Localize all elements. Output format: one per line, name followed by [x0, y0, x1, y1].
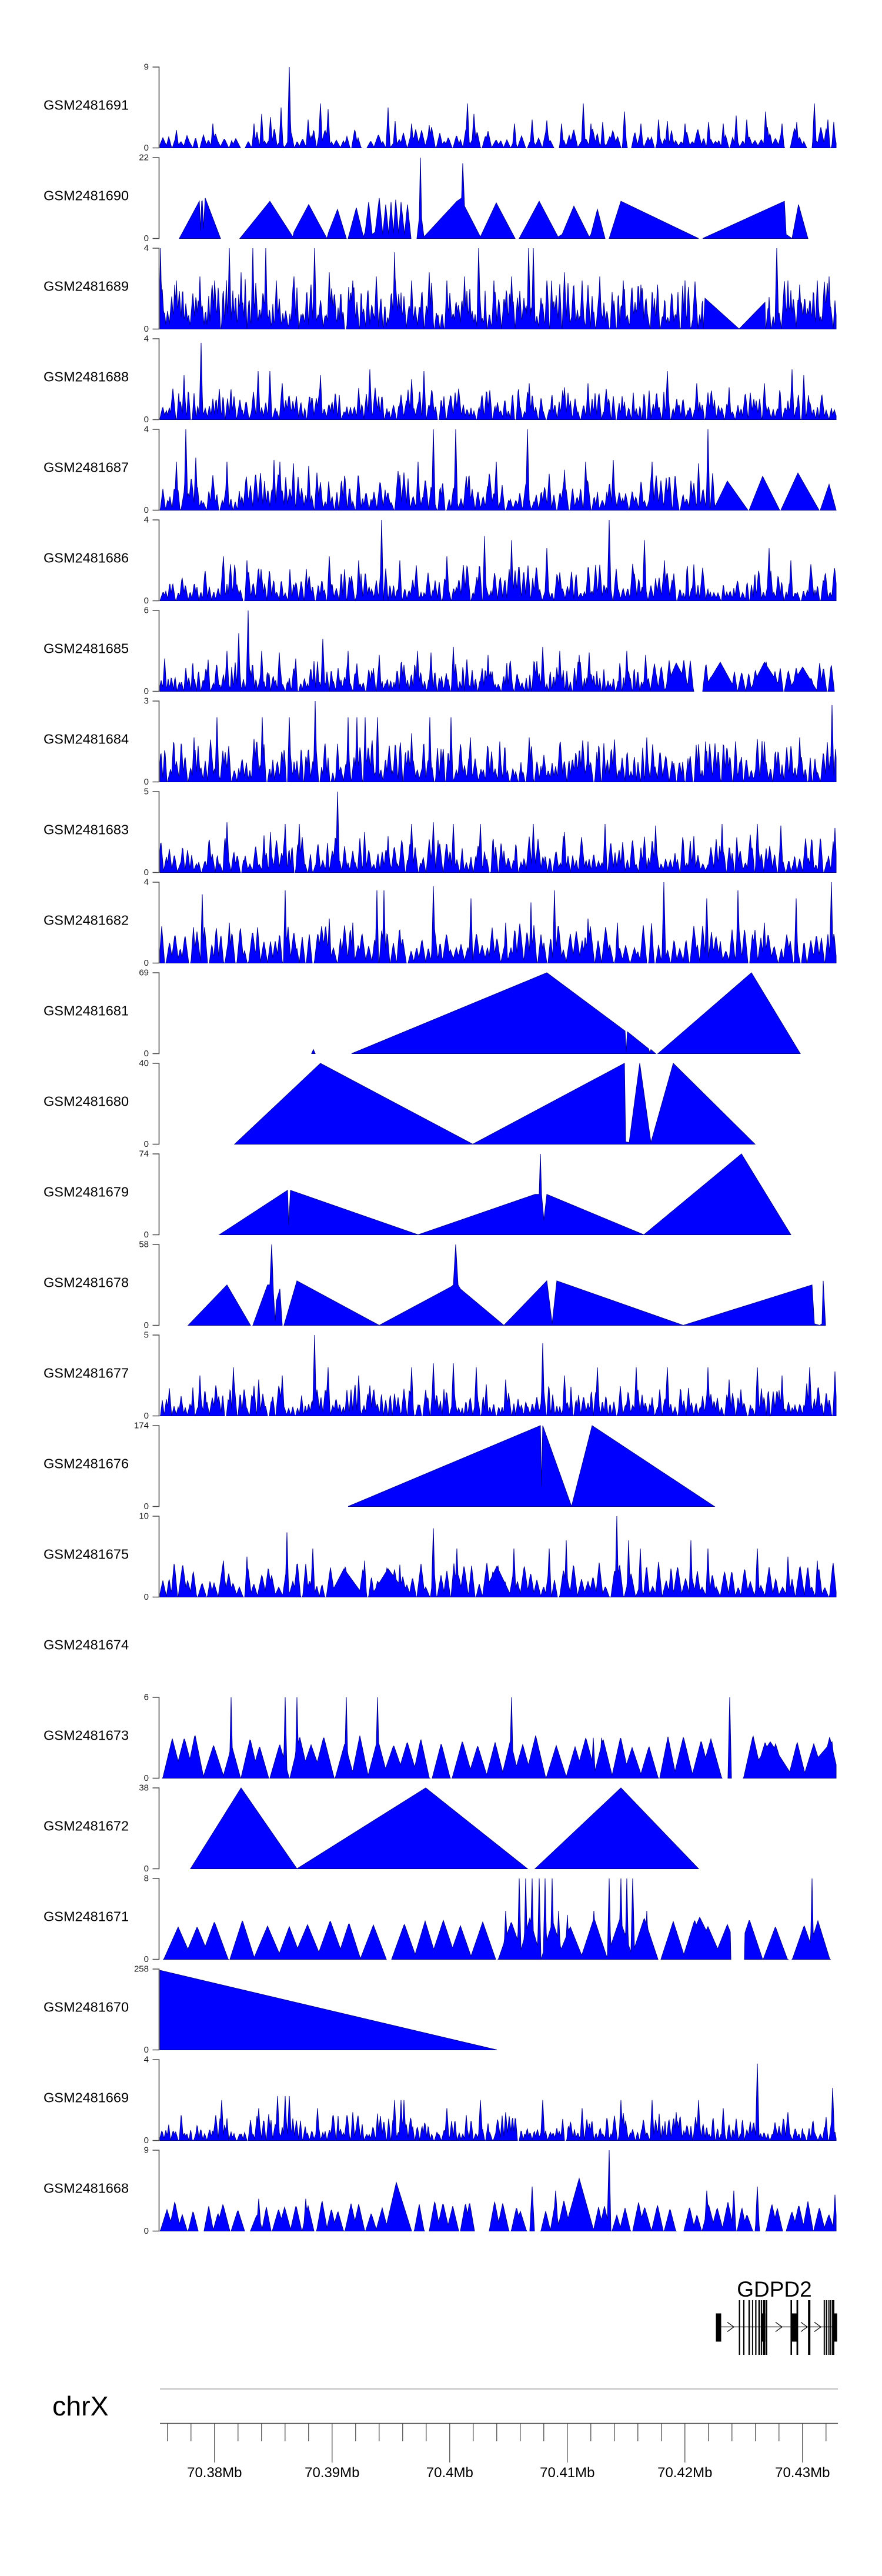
svg-text:GSM2481679: GSM2481679: [44, 1184, 129, 1200]
svg-text:69: 69: [139, 968, 149, 978]
svg-text:0: 0: [144, 2135, 149, 2145]
svg-text:GSM2481668: GSM2481668: [44, 2181, 129, 2196]
svg-text:0: 0: [144, 415, 149, 425]
svg-text:4: 4: [144, 425, 149, 435]
svg-text:GDPD2: GDPD2: [737, 2277, 811, 2301]
svg-text:GSM2481676: GSM2481676: [44, 1456, 129, 1471]
svg-text:70.42Mb: 70.42Mb: [657, 2465, 712, 2481]
svg-text:38: 38: [139, 1783, 149, 1793]
svg-text:0: 0: [144, 1320, 149, 1330]
svg-text:0: 0: [144, 324, 149, 334]
svg-text:258: 258: [134, 1964, 149, 1974]
svg-text:174: 174: [134, 1421, 149, 1431]
svg-text:0: 0: [144, 143, 149, 153]
svg-text:0: 0: [144, 1411, 149, 1421]
svg-text:GSM2481685: GSM2481685: [44, 641, 129, 656]
svg-text:GSM2481687: GSM2481687: [44, 460, 129, 475]
svg-text:GSM2481683: GSM2481683: [44, 822, 129, 837]
svg-text:70.38Mb: 70.38Mb: [187, 2465, 242, 2481]
svg-text:0: 0: [144, 1592, 149, 1602]
svg-text:GSM2481688: GSM2481688: [44, 369, 129, 385]
svg-text:9: 9: [144, 62, 149, 72]
svg-text:GSM2481690: GSM2481690: [44, 188, 129, 203]
svg-text:GSM2481670: GSM2481670: [44, 2000, 129, 2015]
svg-text:40: 40: [139, 1059, 149, 1069]
svg-text:GSM2481681: GSM2481681: [44, 1003, 129, 1019]
svg-text:0: 0: [144, 1230, 149, 1240]
svg-text:0: 0: [144, 867, 149, 877]
svg-text:22: 22: [139, 153, 149, 163]
svg-text:4: 4: [144, 2055, 149, 2065]
svg-text:0: 0: [144, 1501, 149, 1511]
svg-text:4: 4: [144, 515, 149, 525]
svg-text:6: 6: [144, 606, 149, 616]
svg-text:70.41Mb: 70.41Mb: [540, 2465, 594, 2481]
svg-text:GSM2481682: GSM2481682: [44, 913, 129, 928]
svg-text:0: 0: [144, 1773, 149, 1783]
svg-text:3: 3: [144, 696, 149, 706]
svg-text:70.43Mb: 70.43Mb: [775, 2465, 830, 2481]
svg-text:4: 4: [144, 334, 149, 344]
svg-text:GSM2481686: GSM2481686: [44, 550, 129, 566]
svg-text:70.4Mb: 70.4Mb: [426, 2465, 473, 2481]
svg-text:GSM2481677: GSM2481677: [44, 1366, 129, 1381]
svg-text:GSM2481680: GSM2481680: [44, 1094, 129, 1109]
svg-text:GSM2481669: GSM2481669: [44, 2090, 129, 2105]
svg-text:58: 58: [139, 1240, 149, 1250]
svg-text:0: 0: [144, 596, 149, 606]
svg-text:0: 0: [144, 686, 149, 696]
svg-text:4: 4: [144, 877, 149, 887]
svg-text:GSM2481672: GSM2481672: [44, 1818, 129, 1834]
svg-text:0: 0: [144, 1049, 149, 1059]
svg-text:0: 0: [144, 777, 149, 787]
svg-text:GSM2481689: GSM2481689: [44, 279, 129, 294]
svg-text:8: 8: [144, 1874, 149, 1884]
svg-text:GSM2481678: GSM2481678: [44, 1275, 129, 1290]
svg-text:0: 0: [144, 958, 149, 968]
svg-text:0: 0: [144, 1864, 149, 1874]
svg-text:0: 0: [144, 233, 149, 243]
svg-text:0: 0: [144, 2045, 149, 2055]
svg-text:5: 5: [144, 787, 149, 797]
svg-text:GSM2481671: GSM2481671: [44, 1909, 129, 1924]
svg-text:GSM2481674: GSM2481674: [44, 1637, 129, 1653]
svg-text:GSM2481675: GSM2481675: [44, 1547, 129, 1562]
svg-text:70.39Mb: 70.39Mb: [305, 2465, 359, 2481]
svg-text:GSM2481691: GSM2481691: [44, 98, 129, 113]
svg-text:0: 0: [144, 2226, 149, 2236]
svg-text:6: 6: [144, 1693, 149, 1703]
svg-text:chrX: chrX: [52, 2391, 109, 2421]
svg-text:4: 4: [144, 243, 149, 253]
svg-text:0: 0: [144, 1954, 149, 1964]
svg-text:9: 9: [144, 2145, 149, 2155]
svg-text:10: 10: [139, 1511, 149, 1521]
svg-text:0: 0: [144, 1139, 149, 1149]
svg-text:GSM2481684: GSM2481684: [44, 732, 129, 747]
svg-text:5: 5: [144, 1330, 149, 1340]
svg-text:0: 0: [144, 505, 149, 515]
svg-text:GSM2481673: GSM2481673: [44, 1728, 129, 1743]
svg-text:74: 74: [139, 1149, 149, 1159]
